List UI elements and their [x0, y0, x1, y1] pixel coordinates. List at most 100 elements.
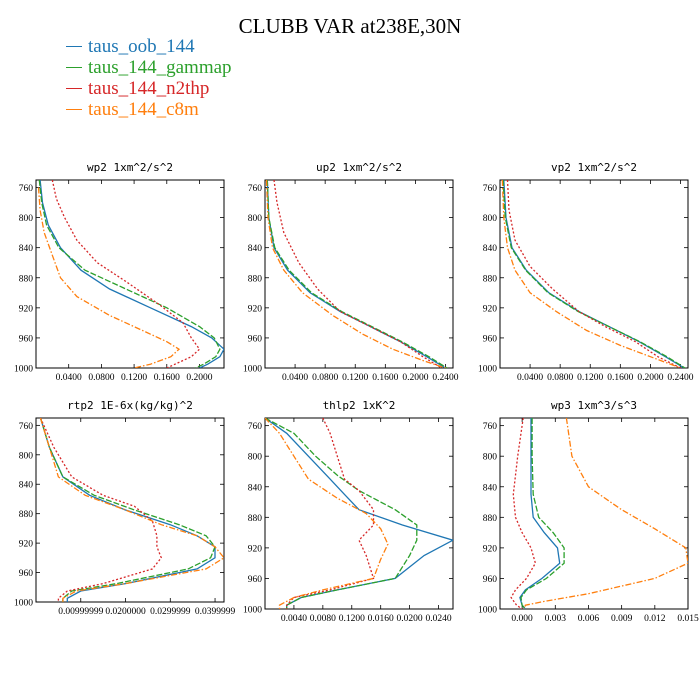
y-tick-label: 880	[483, 514, 498, 524]
series-line-taus-144-gammap	[520, 418, 565, 609]
plot-frame	[35, 417, 225, 603]
legend-swatch-taus-144-n2thp	[66, 88, 82, 89]
legend-label-taus-144-gammap: taus_144_gammap	[88, 57, 232, 78]
y-tick-label: 960	[248, 575, 263, 585]
panel-1: wp2 1xm^2/s^2 760 800 840 880 920 960 1000 0.040…	[14, 161, 225, 383]
y-tick-label: 880	[19, 510, 34, 520]
y-tick-label: 920	[483, 304, 498, 314]
y-tick-label: 960	[248, 334, 263, 344]
panel-title: vp2 1xm^2/s^2	[551, 161, 637, 174]
y-tick-label: 880	[248, 514, 263, 524]
series-line-taus-144-c8m	[501, 180, 681, 368]
series-line-taus-oob-144	[39, 180, 224, 368]
x-tick-label: 0.0299999	[150, 607, 191, 617]
y-tick-label: 960	[483, 575, 498, 585]
plot-frame	[35, 179, 225, 369]
legend-swatch-taus-144-c8m	[66, 109, 82, 110]
x-tick-label: 0.1600	[372, 373, 398, 383]
x-tick-label: 0.0800	[547, 373, 573, 383]
y-tick-label: 840	[248, 244, 263, 254]
y-tick-label: 1000	[243, 606, 262, 616]
legend-swatch-taus-oob-144	[66, 46, 82, 47]
x-tick-label: 0.0800	[312, 373, 338, 383]
series-line-taus-144-c8m	[39, 418, 224, 602]
x-tick-label: 0.2400	[432, 373, 458, 383]
y-tick-label: 840	[483, 483, 498, 493]
x-tick-label: 0.00999999	[58, 607, 103, 617]
series-line-taus-144-n2thp	[273, 180, 443, 368]
series-line-taus-144-gammap	[39, 418, 216, 602]
panel-2: up2 1xm^2/s^2 760 800 840 880 920 960 1000 0.040…	[243, 161, 459, 383]
x-tick-label: 0.0400	[56, 373, 82, 383]
x-tick-label: 0.000	[511, 614, 533, 624]
series-line-taus-144-gammap	[502, 180, 686, 368]
x-tick-label: 0.0040	[281, 614, 307, 624]
panel-title: wp3 1xm^3/s^3	[551, 399, 637, 412]
panel-title: up2 1xm^2/s^2	[316, 161, 402, 174]
x-tick-label: 0.1200	[121, 373, 147, 383]
series-line-taus-144-c8m	[265, 180, 446, 368]
x-tick-label: 0.0240	[425, 614, 451, 624]
series-line-taus-oob-144	[266, 180, 446, 368]
plot-frame	[499, 417, 689, 610]
x-tick-label: 0.006	[578, 614, 600, 624]
y-tick-label: 920	[483, 544, 498, 554]
x-tick-label: 0.0200	[397, 614, 423, 624]
series-line-taus-oob-144	[519, 418, 561, 609]
y-tick-label: 1000	[478, 606, 497, 616]
legend-item-taus-oob-144: taus_oob_144	[66, 36, 232, 57]
panel-6: wp3 1xm^3/s^3 760 800 840 880 920 960 1000 0.000…	[478, 399, 699, 624]
y-tick-label: 760	[483, 184, 498, 194]
y-tick-label: 1000	[14, 365, 33, 375]
x-tick-label: 0.012	[644, 614, 666, 624]
y-tick-label: 760	[19, 422, 34, 432]
series-line-taus-144-gammap	[266, 180, 448, 368]
plot-frame	[264, 179, 454, 369]
y-tick-label: 960	[19, 334, 34, 344]
x-tick-label: 0.015	[677, 614, 699, 624]
y-tick-label: 760	[483, 422, 498, 432]
x-tick-label: 0.0399999	[195, 607, 236, 617]
series-line-taus-144-n2thp	[286, 418, 375, 609]
x-tick-label: 0.009	[611, 614, 633, 624]
y-tick-label: 960	[19, 569, 34, 579]
y-tick-label: 840	[248, 483, 263, 493]
y-tick-label: 760	[19, 184, 34, 194]
x-tick-label: 0.2000	[186, 373, 212, 383]
y-tick-label: 800	[483, 453, 498, 463]
x-tick-label: 0.0400	[517, 373, 543, 383]
y-tick-label: 880	[19, 274, 34, 284]
y-tick-label: 960	[483, 334, 498, 344]
y-tick-label: 800	[483, 214, 498, 224]
legend-label-taus-oob-144: taus_oob_144	[88, 36, 195, 57]
panel-title: thlp2 1xK^2	[323, 399, 396, 412]
x-tick-label: 0.0160	[368, 614, 394, 624]
x-tick-label: 0.003	[545, 614, 567, 624]
y-tick-label: 840	[483, 244, 498, 254]
panel-4: rtp2 1E-6x(kg/kg)^2 760 800 840 880 920 960 100…	[14, 399, 235, 617]
y-tick-label: 800	[19, 451, 34, 461]
x-tick-label: 0.1600	[607, 373, 633, 383]
series-line-taus-144-gammap	[38, 180, 221, 368]
series-line-taus-144-n2thp	[51, 180, 201, 368]
y-tick-label: 800	[19, 214, 34, 224]
y-tick-label: 1000	[478, 365, 497, 375]
y-tick-label: 920	[248, 544, 263, 554]
series-line-taus-oob-144	[503, 180, 685, 368]
panel-3: vp2 1xm^2/s^2 760 800 840 880 920 960 1000 0.040…	[478, 161, 694, 383]
y-tick-label: 880	[483, 274, 498, 284]
y-tick-label: 840	[19, 244, 34, 254]
x-tick-label: 0.0200000	[105, 607, 146, 617]
y-tick-label: 880	[248, 274, 263, 284]
legend-item-taus-144-gammap: taus_144_gammap	[66, 57, 232, 78]
y-tick-label: 840	[19, 481, 34, 491]
x-tick-label: 0.1200	[342, 373, 368, 383]
series-line-taus-144-n2thp	[39, 418, 163, 602]
series-line-taus-oob-144	[39, 418, 216, 602]
y-tick-label: 800	[248, 453, 263, 463]
legend: taus_oob_144 taus_144_gammap taus_144_n2…	[66, 36, 232, 120]
legend-label-taus-144-n2thp: taus_144_n2thp	[88, 78, 210, 99]
